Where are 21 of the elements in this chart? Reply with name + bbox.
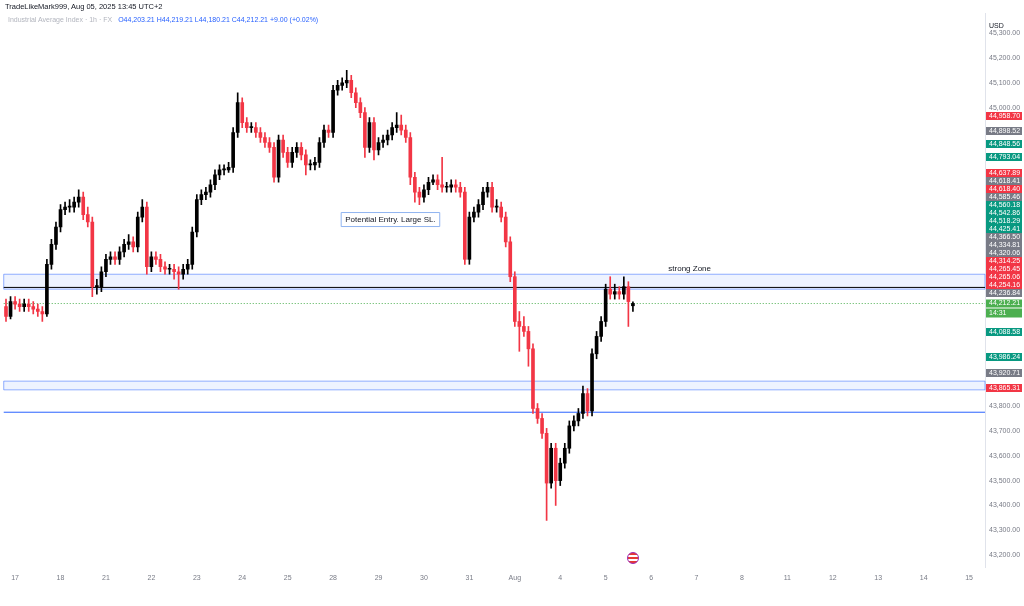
candlestick — [344, 70, 349, 89]
candlestick — [449, 179, 454, 193]
candlestick — [163, 261, 167, 275]
annotation: Potential Entry. Large SL. — [345, 214, 436, 224]
candlestick — [35, 303, 40, 317]
candlestick — [204, 186, 208, 200]
candlestick — [394, 112, 399, 133]
candlestick — [631, 301, 635, 312]
candlestick — [26, 298, 31, 312]
candlestick — [113, 251, 117, 265]
candlestick — [249, 122, 254, 133]
candlestick — [13, 296, 17, 310]
candlestick — [154, 251, 158, 265]
candlestick — [31, 301, 36, 315]
candlestick — [608, 276, 613, 300]
band-label: strong Zone — [668, 264, 712, 274]
candlestick — [617, 286, 622, 300]
candlestick — [440, 157, 444, 193]
candlestick — [172, 263, 176, 280]
candlestick — [381, 134, 385, 148]
candlestick — [22, 298, 26, 312]
